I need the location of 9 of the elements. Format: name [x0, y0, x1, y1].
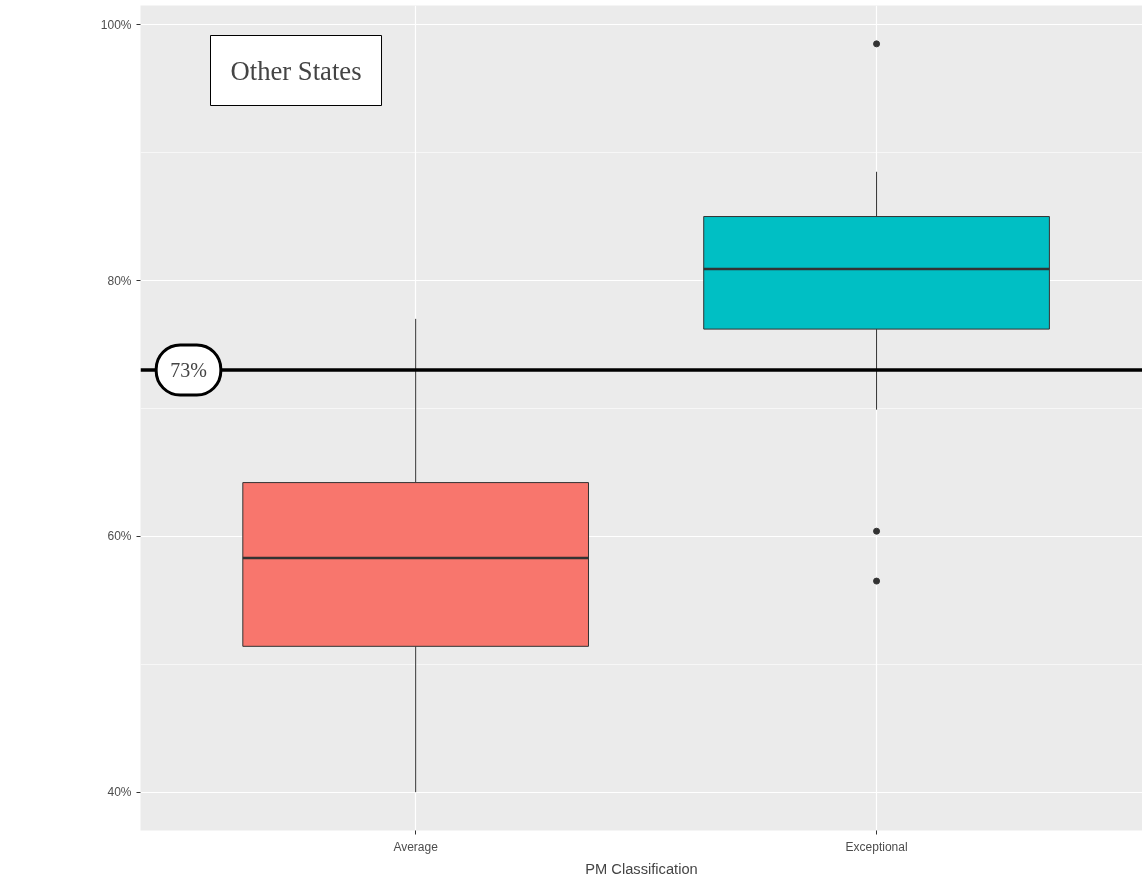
annotation: Other States [230, 55, 362, 86]
y-tick-label: 60% [107, 529, 132, 544]
y-tick-label: 100% [100, 17, 132, 32]
ref-line-label: 73% [170, 359, 207, 382]
x-tick-label: Exceptional [845, 839, 908, 854]
x-tick-label: Average [393, 839, 439, 854]
y-tick-label: 40% [107, 785, 132, 800]
x-axis-title: PM Classification [585, 860, 698, 877]
y-tick-label: 80% [107, 273, 132, 288]
